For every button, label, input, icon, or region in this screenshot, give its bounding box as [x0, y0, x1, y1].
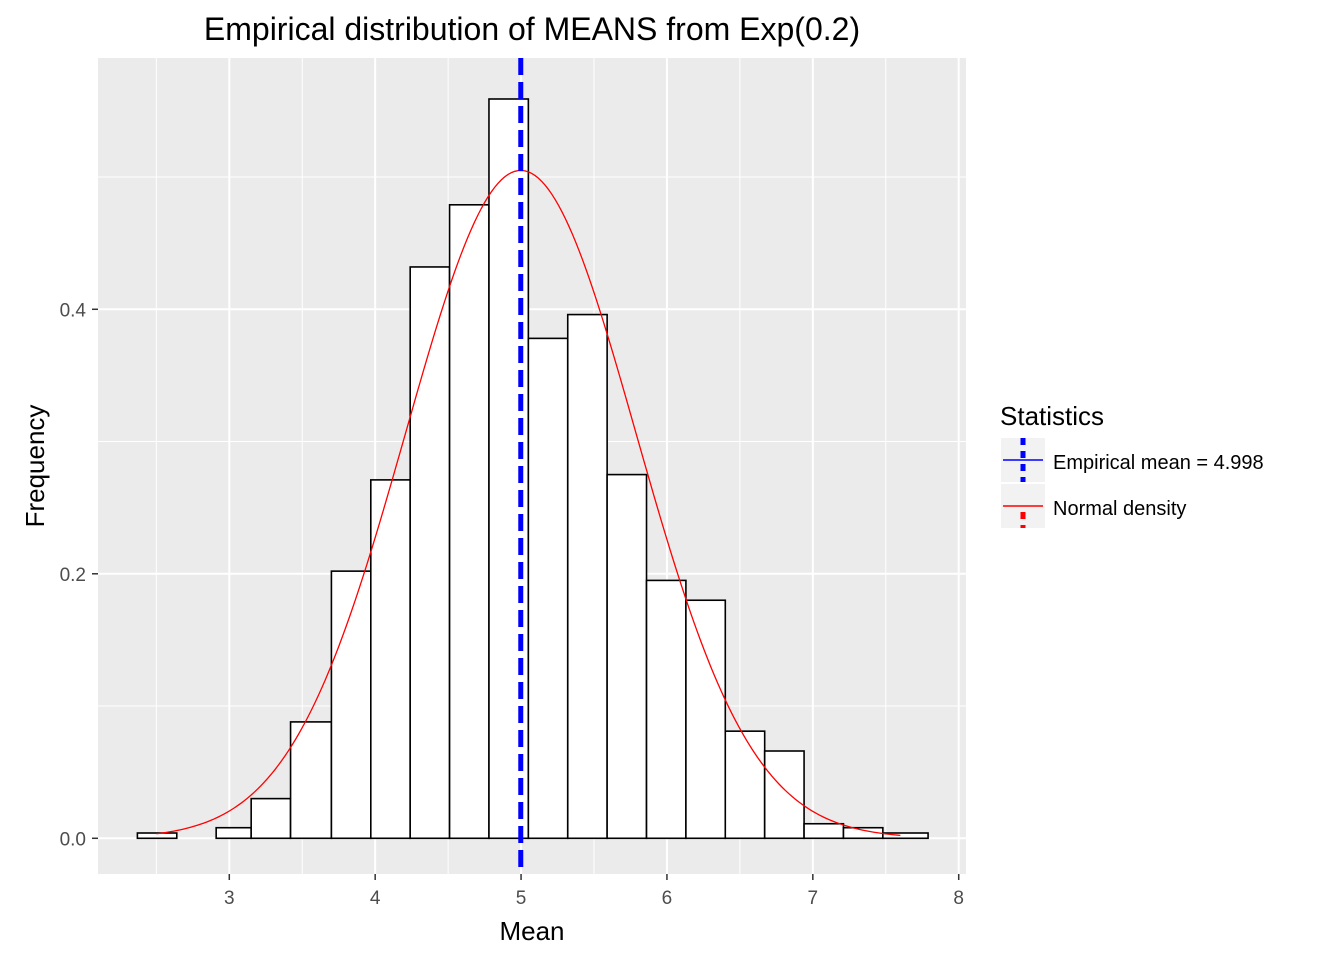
- chart-title: Empirical distribution of MEANS from Exp…: [204, 11, 860, 47]
- histogram-bar: [250, 797, 292, 840]
- x-axis-title: Mean: [499, 916, 564, 946]
- histogram-bar: [882, 832, 929, 840]
- normal-density-curve: [156, 169, 901, 836]
- y-axis-ticks: 0.0 0.2 0.4: [60, 300, 98, 850]
- x-tick-label: 3: [224, 888, 235, 909]
- x-tick-label: 5: [516, 888, 527, 909]
- histogram-bar: [763, 750, 805, 840]
- histogram-bar: [409, 266, 451, 840]
- x-axis-ticks: 3 4 5 6 7 8: [224, 874, 964, 909]
- y-tick-label: 0.0: [60, 829, 86, 850]
- legend-entry-normal-density: Normal density: [1001, 484, 1186, 528]
- x-tick-label: 8: [953, 888, 964, 909]
- histogram-bar: [136, 832, 178, 840]
- histogram-bar: [803, 822, 845, 840]
- histogram-bar: [645, 579, 687, 840]
- y-axis-title: Frequency: [20, 405, 50, 528]
- histogram-bar: [527, 337, 569, 840]
- legend-label-normal-density: Normal density: [1053, 498, 1186, 520]
- histogram-bar: [606, 473, 648, 840]
- y-tick-label: 0.2: [60, 565, 86, 586]
- x-tick-label: 4: [370, 888, 381, 909]
- histogram-bar: [566, 313, 608, 840]
- histogram-bar: [215, 826, 252, 840]
- x-tick-label: 6: [662, 888, 673, 909]
- x-tick-label: 7: [808, 888, 819, 909]
- histogram-bar: [685, 599, 727, 840]
- legend-title: Statistics: [1000, 401, 1104, 431]
- legend: Statistics Empirical mean = 4.998 Normal…: [1000, 401, 1264, 528]
- histogram-bar: [724, 730, 766, 840]
- y-tick-label: 0.4: [60, 300, 87, 321]
- histogram-bar: [448, 204, 490, 840]
- legend-label-empirical-mean: Empirical mean = 4.998: [1053, 452, 1264, 474]
- histogram-bar: [289, 721, 333, 840]
- legend-entry-empirical-mean: Empirical mean = 4.998: [1001, 438, 1264, 482]
- histogram-bars: [136, 98, 929, 840]
